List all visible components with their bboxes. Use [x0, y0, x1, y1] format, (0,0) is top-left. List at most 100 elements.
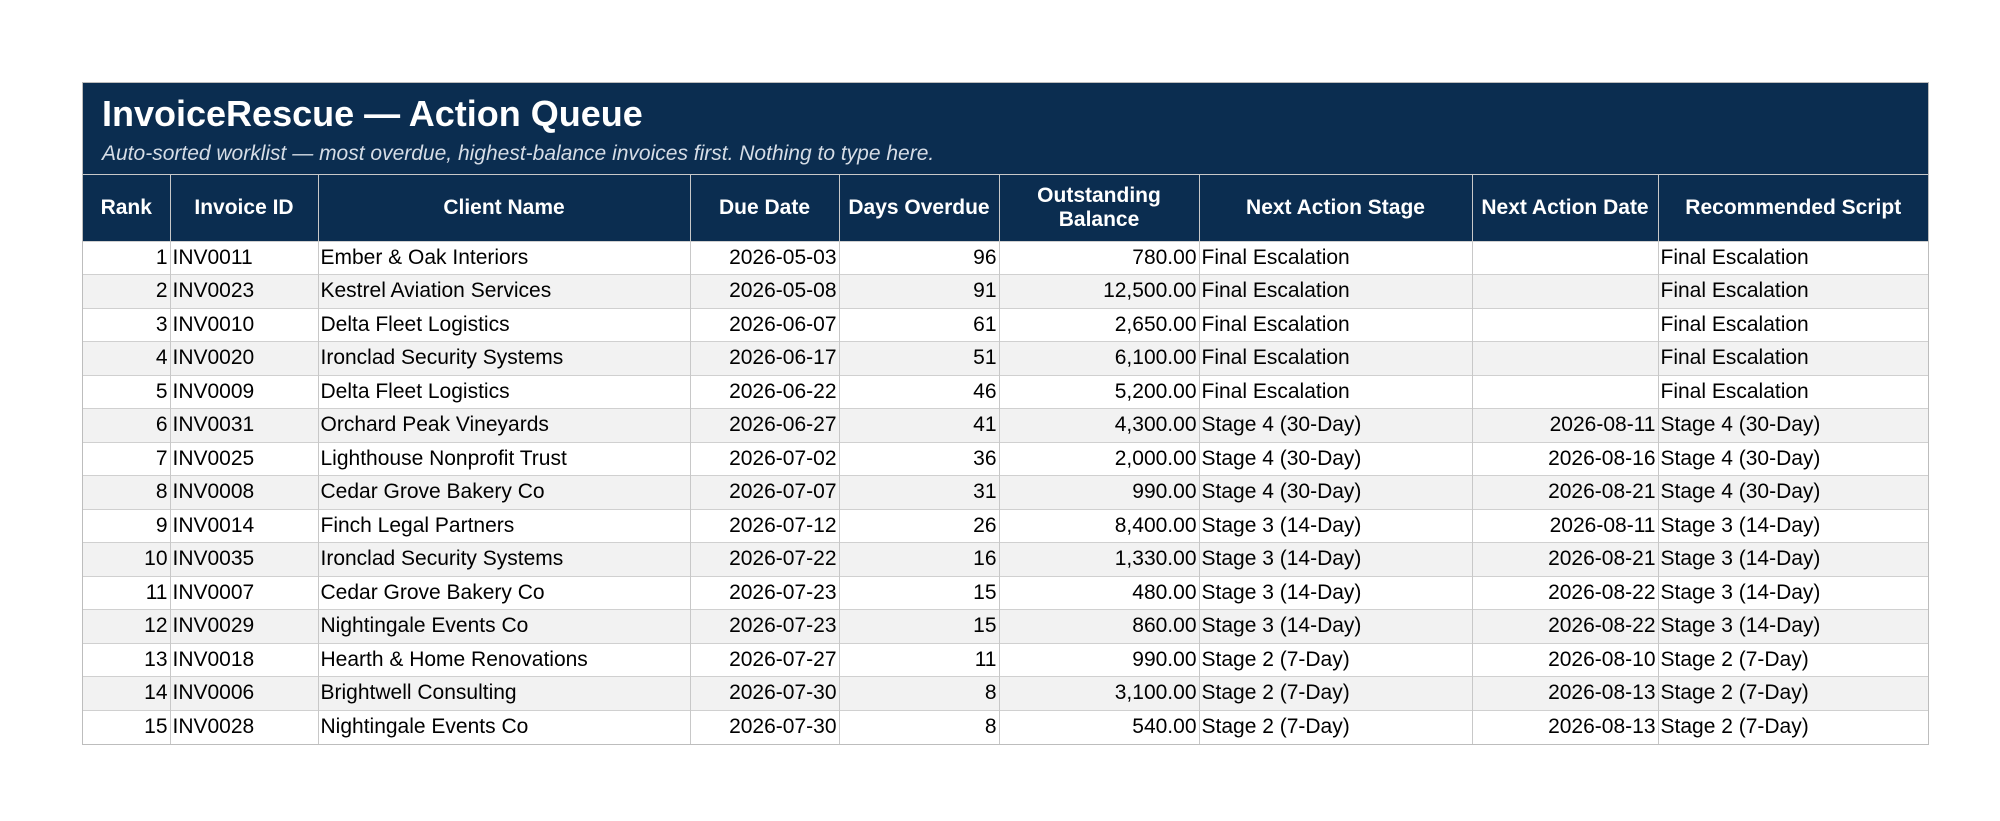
table-row[interactable]: 15 INV0028 Nightingale Events Co 2026-07-30… [83, 709, 1928, 744]
rank-cell[interactable]: 10 [83, 542, 171, 576]
invoice-id-cell[interactable]: INV0028 [170, 709, 319, 744]
rank-cell[interactable]: 11 [83, 575, 171, 610]
outstanding-balance-cell[interactable]: 1,330.00 [999, 542, 1200, 576]
next-action-stage-cell[interactable]: Stage 4 (30-Day) [1199, 408, 1473, 442]
table-row[interactable]: 9 INV0014 Finch Legal Partners 2026-07-12 26… [83, 508, 1928, 543]
next-action-date-cell[interactable]: 2026-08-13 [1472, 709, 1659, 744]
rank-cell[interactable]: 1 [83, 240, 171, 275]
outstanding-balance-cell[interactable]: 4,300.00 [999, 408, 1200, 442]
recommended-script-cell[interactable]: Stage 2 (7-Day) [1658, 676, 1928, 710]
days-overdue-cell[interactable]: 46 [839, 374, 1000, 409]
next-action-stage-cell[interactable]: Final Escalation [1199, 341, 1473, 375]
client-name-cell[interactable]: Kestrel Aviation Services [318, 274, 691, 308]
recommended-script-cell[interactable]: Stage 3 (14-Day) [1658, 575, 1928, 610]
recommended-script-cell[interactable]: Stage 2 (7-Day) [1658, 642, 1928, 677]
client-name-cell[interactable]: Ironclad Security Systems [318, 542, 691, 576]
due-date-cell[interactable]: 2026-07-23 [690, 575, 840, 610]
invoice-id-cell[interactable]: INV0023 [170, 274, 319, 308]
days-overdue-cell[interactable]: 8 [839, 676, 1000, 710]
due-date-cell[interactable]: 2026-06-27 [690, 408, 840, 442]
next-action-date-cell[interactable]: 2026-08-10 [1472, 642, 1659, 677]
due-date-cell[interactable]: 2026-07-07 [690, 475, 840, 509]
next-action-date-cell[interactable]: 2026-08-22 [1472, 575, 1659, 610]
recommended-script-cell[interactable]: Final Escalation [1658, 341, 1928, 375]
rank-cell[interactable]: 12 [83, 609, 171, 643]
table-row[interactable]: 14 INV0006 Brightwell Consulting 2026-07-30… [83, 676, 1928, 710]
table-row[interactable]: 13 INV0018 Hearth & Home Renovations 2026-0… [83, 642, 1928, 677]
column-header-next-action-date[interactable]: Next Action Date [1472, 175, 1659, 241]
outstanding-balance-cell[interactable]: 780.00 [999, 240, 1200, 275]
client-name-cell[interactable]: Delta Fleet Logistics [318, 307, 691, 342]
rank-cell[interactable]: 6 [83, 408, 171, 442]
rank-cell[interactable]: 9 [83, 508, 171, 543]
days-overdue-cell[interactable]: 96 [839, 240, 1000, 275]
next-action-date-cell[interactable] [1472, 274, 1659, 308]
rank-cell[interactable]: 14 [83, 676, 171, 710]
invoice-id-cell[interactable]: INV0010 [170, 307, 319, 342]
recommended-script-cell[interactable]: Final Escalation [1658, 274, 1928, 308]
outstanding-balance-cell[interactable]: 480.00 [999, 575, 1200, 610]
client-name-cell[interactable]: Ember & Oak Interiors [318, 240, 691, 275]
invoice-id-cell[interactable]: INV0018 [170, 642, 319, 677]
table-row[interactable]: 3 INV0010 Delta Fleet Logistics 2026-06-07 6… [83, 307, 1928, 342]
client-name-cell[interactable]: Lighthouse Nonprofit Trust [318, 441, 691, 476]
recommended-script-cell[interactable]: Stage 4 (30-Day) [1658, 475, 1928, 509]
outstanding-balance-cell[interactable]: 990.00 [999, 642, 1200, 677]
rank-cell[interactable]: 13 [83, 642, 171, 677]
outstanding-balance-cell[interactable]: 2,000.00 [999, 441, 1200, 476]
due-date-cell[interactable]: 2026-05-03 [690, 240, 840, 275]
next-action-stage-cell[interactable]: Stage 3 (14-Day) [1199, 609, 1473, 643]
days-overdue-cell[interactable]: 11 [839, 642, 1000, 677]
table-row[interactable]: 1 INV0011 Ember & Oak Interiors 2026-05-03 9… [83, 240, 1928, 275]
invoice-id-cell[interactable]: INV0011 [170, 240, 319, 275]
client-name-cell[interactable]: Orchard Peak Vineyards [318, 408, 691, 442]
due-date-cell[interactable]: 2026-06-07 [690, 307, 840, 342]
column-header-invoice-id[interactable]: Invoice ID [170, 175, 319, 241]
client-name-cell[interactable]: Hearth & Home Renovations [318, 642, 691, 677]
recommended-script-cell[interactable]: Stage 3 (14-Day) [1658, 508, 1928, 543]
days-overdue-cell[interactable]: 15 [839, 575, 1000, 610]
next-action-date-cell[interactable] [1472, 374, 1659, 409]
due-date-cell[interactable]: 2026-05-08 [690, 274, 840, 308]
outstanding-balance-cell[interactable]: 2,650.00 [999, 307, 1200, 342]
outstanding-balance-cell[interactable]: 860.00 [999, 609, 1200, 643]
next-action-stage-cell[interactable]: Final Escalation [1199, 240, 1473, 275]
next-action-date-cell[interactable] [1472, 240, 1659, 275]
days-overdue-cell[interactable]: 15 [839, 609, 1000, 643]
recommended-script-cell[interactable]: Final Escalation [1658, 240, 1928, 275]
outstanding-balance-cell[interactable]: 540.00 [999, 709, 1200, 744]
client-name-cell[interactable]: Nightingale Events Co [318, 709, 691, 744]
column-header-outstanding-balance[interactable]: Outstanding Balance [999, 175, 1200, 241]
next-action-date-cell[interactable]: 2026-08-22 [1472, 609, 1659, 643]
next-action-stage-cell[interactable]: Final Escalation [1199, 274, 1473, 308]
days-overdue-cell[interactable]: 26 [839, 508, 1000, 543]
client-name-cell[interactable]: Brightwell Consulting [318, 676, 691, 710]
next-action-date-cell[interactable]: 2026-08-21 [1472, 475, 1659, 509]
table-row[interactable]: 7 INV0025 Lighthouse Nonprofit Trust 2026-0… [83, 441, 1928, 476]
rank-cell[interactable]: 3 [83, 307, 171, 342]
outstanding-balance-cell[interactable]: 12,500.00 [999, 274, 1200, 308]
rank-cell[interactable]: 7 [83, 441, 171, 476]
rank-cell[interactable]: 15 [83, 709, 171, 744]
days-overdue-cell[interactable]: 8 [839, 709, 1000, 744]
outstanding-balance-cell[interactable]: 8,400.00 [999, 508, 1200, 543]
client-name-cell[interactable]: Finch Legal Partners [318, 508, 691, 543]
next-action-stage-cell[interactable]: Final Escalation [1199, 307, 1473, 342]
recommended-script-cell[interactable]: Stage 2 (7-Day) [1658, 709, 1928, 744]
due-date-cell[interactable]: 2026-06-22 [690, 374, 840, 409]
recommended-script-cell[interactable]: Stage 3 (14-Day) [1658, 542, 1928, 576]
outstanding-balance-cell[interactable]: 3,100.00 [999, 676, 1200, 710]
due-date-cell[interactable]: 2026-07-30 [690, 676, 840, 710]
next-action-date-cell[interactable]: 2026-08-11 [1472, 408, 1659, 442]
invoice-id-cell[interactable]: INV0014 [170, 508, 319, 543]
next-action-stage-cell[interactable]: Stage 3 (14-Day) [1199, 575, 1473, 610]
recommended-script-cell[interactable]: Stage 4 (30-Day) [1658, 441, 1928, 476]
days-overdue-cell[interactable]: 31 [839, 475, 1000, 509]
next-action-stage-cell[interactable]: Stage 4 (30-Day) [1199, 441, 1473, 476]
outstanding-balance-cell[interactable]: 6,100.00 [999, 341, 1200, 375]
column-header-days-overdue[interactable]: Days Overdue [839, 175, 1000, 241]
next-action-date-cell[interactable]: 2026-08-21 [1472, 542, 1659, 576]
invoice-id-cell[interactable]: INV0006 [170, 676, 319, 710]
invoice-id-cell[interactable]: INV0007 [170, 575, 319, 610]
outstanding-balance-cell[interactable]: 5,200.00 [999, 374, 1200, 409]
